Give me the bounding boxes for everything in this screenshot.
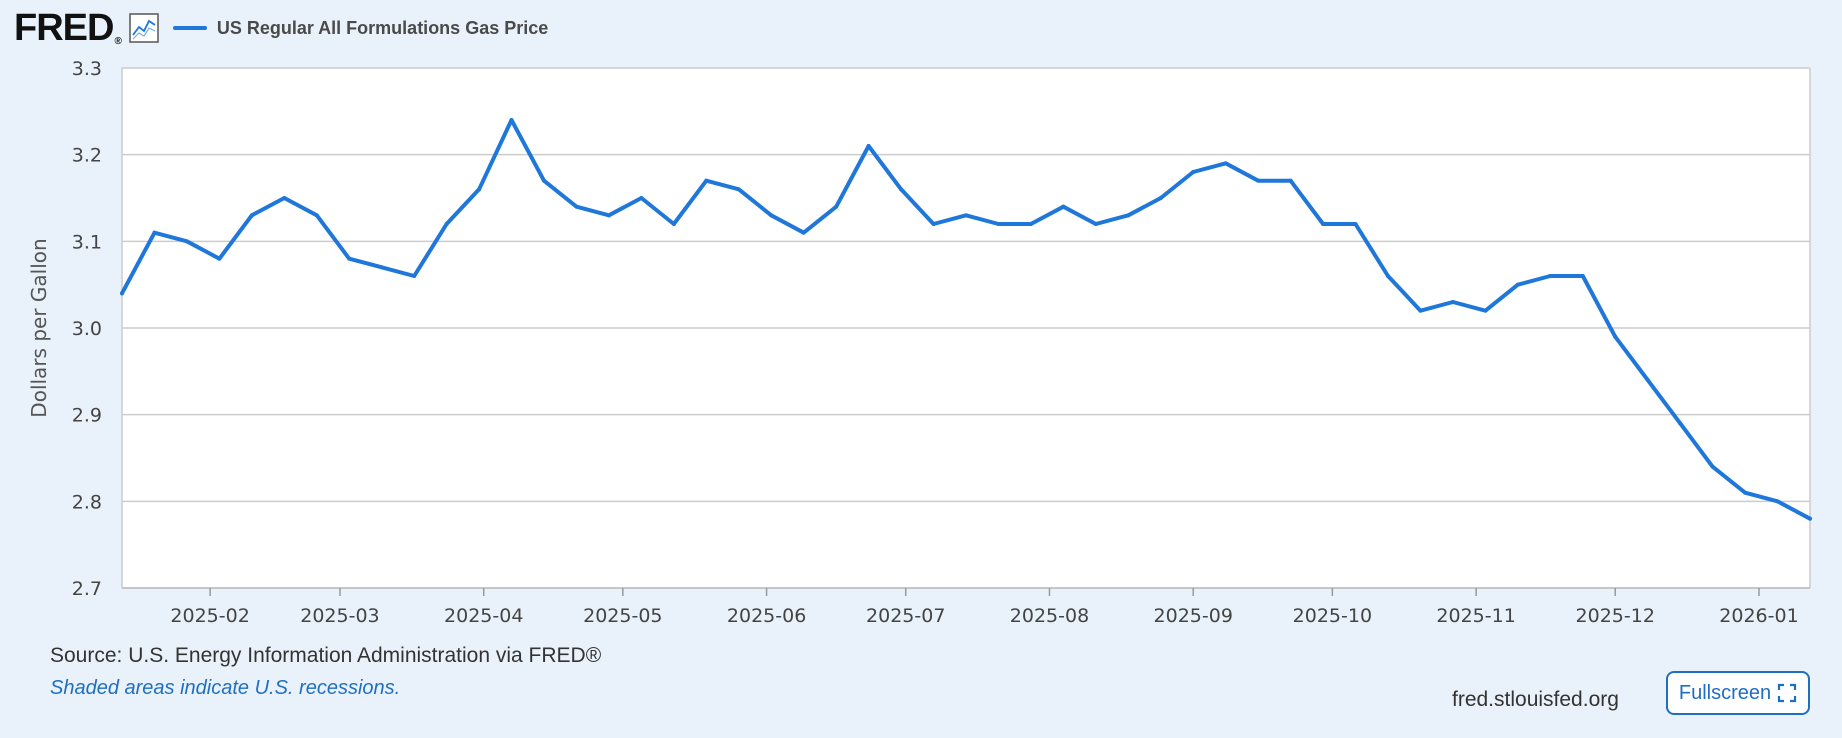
data-point[interactable] xyxy=(1288,178,1293,183)
data-point[interactable] xyxy=(444,222,449,226)
data-point[interactable] xyxy=(996,222,1001,226)
data-point[interactable] xyxy=(217,256,222,261)
x-tick-label: 2025-10 xyxy=(1293,605,1372,627)
data-point[interactable] xyxy=(1580,274,1585,278)
data-point[interactable] xyxy=(1256,178,1261,183)
data-point[interactable] xyxy=(736,187,741,192)
data-point[interactable] xyxy=(1061,204,1066,209)
data-point[interactable] xyxy=(866,144,871,148)
y-tick-label: 3.1 xyxy=(72,231,102,253)
data-point[interactable] xyxy=(1386,274,1390,278)
line-graph-icon[interactable] xyxy=(129,13,159,43)
fullscreen-label: Fullscreen xyxy=(1678,681,1772,704)
data-point[interactable] xyxy=(1223,161,1228,166)
chart-legend: US Regular All Formulations Gas Price xyxy=(172,17,549,39)
data-point[interactable] xyxy=(1353,222,1358,226)
data-point[interactable] xyxy=(1483,308,1488,313)
data-point[interactable] xyxy=(509,118,514,122)
legend-line-swatch xyxy=(172,26,207,30)
y-tick-label: 3.2 xyxy=(72,145,102,167)
data-point[interactable] xyxy=(606,213,611,218)
x-tick-label: 2026-01 xyxy=(1719,605,1798,627)
data-point[interactable] xyxy=(704,178,709,183)
data-point[interactable] xyxy=(639,196,644,200)
data-point[interactable] xyxy=(1743,490,1748,495)
data-point[interactable] xyxy=(1093,222,1098,226)
x-tick-label: 2025-06 xyxy=(727,605,806,627)
data-point[interactable] xyxy=(1548,274,1553,278)
expand-icon xyxy=(1778,683,1797,703)
data-point[interactable] xyxy=(1321,222,1326,226)
data-point[interactable] xyxy=(249,213,254,218)
x-tick-label: 2025-02 xyxy=(170,605,249,627)
x-tick-label: 2025-03 xyxy=(300,605,379,627)
data-point[interactable] xyxy=(931,222,936,226)
chart-header: FRED® US Regular All Formulations Gas Pr… xyxy=(14,8,548,48)
data-point[interactable] xyxy=(314,213,319,218)
data-point[interactable] xyxy=(152,230,157,235)
data-point[interactable] xyxy=(282,196,287,200)
legend-label: US Regular All Formulations Gas Price xyxy=(216,17,549,38)
data-point[interactable] xyxy=(1678,421,1683,426)
y-tick-label: 2.8 xyxy=(72,491,102,513)
data-point[interactable] xyxy=(899,187,904,192)
fullscreen-button[interactable]: Fullscreen xyxy=(1666,671,1810,715)
y-tick-label: 2.7 xyxy=(72,578,102,600)
data-point[interactable] xyxy=(1126,213,1131,218)
y-axis-label: Dollars per Gallon xyxy=(27,238,51,417)
data-point[interactable] xyxy=(834,204,839,209)
x-tick-label: 2025-05 xyxy=(583,605,662,627)
data-point[interactable] xyxy=(412,274,417,278)
data-point[interactable] xyxy=(801,230,806,235)
data-point[interactable] xyxy=(1158,196,1163,200)
site-url[interactable]: fred.stlouisfed.org xyxy=(1452,688,1619,711)
data-point[interactable] xyxy=(542,178,546,183)
data-point[interactable] xyxy=(964,213,968,218)
data-point[interactable] xyxy=(120,291,124,296)
x-tick-label: 2025-07 xyxy=(866,605,945,627)
y-tick-label: 2.9 xyxy=(72,405,102,427)
data-point[interactable] xyxy=(184,239,189,244)
source-text: Source: U.S. Energy Information Administ… xyxy=(50,644,602,667)
x-tick-label: 2025-08 xyxy=(1010,605,1089,627)
y-tick-label: 3.3 xyxy=(72,58,102,80)
recession-note: Shaded areas indicate U.S. recessions. xyxy=(50,677,401,699)
fred-logo[interactable]: FRED® xyxy=(14,7,122,49)
data-point[interactable] xyxy=(1418,308,1423,313)
data-point[interactable] xyxy=(1710,464,1715,469)
data-point[interactable] xyxy=(1028,222,1033,226)
x-tick-label: 2025-12 xyxy=(1576,605,1655,627)
data-point[interactable] xyxy=(1515,282,1520,287)
data-point[interactable] xyxy=(574,204,579,209)
data-point[interactable] xyxy=(477,187,482,192)
x-tick-label: 2025-11 xyxy=(1436,605,1515,627)
data-point[interactable] xyxy=(1775,499,1780,504)
data-point[interactable] xyxy=(1191,170,1196,174)
data-point[interactable] xyxy=(769,213,774,218)
x-tick-label: 2025-09 xyxy=(1154,605,1233,627)
data-point[interactable] xyxy=(671,222,676,226)
data-point[interactable] xyxy=(347,256,352,261)
data-point[interactable] xyxy=(1808,516,1812,521)
data-point[interactable] xyxy=(1613,334,1618,339)
y-tick-label: 3.0 xyxy=(72,318,102,340)
data-point[interactable] xyxy=(1645,378,1650,382)
x-tick-label: 2025-04 xyxy=(444,605,523,627)
data-point[interactable] xyxy=(379,265,384,270)
data-point[interactable] xyxy=(1450,300,1455,304)
line-chart: 2.7 2.8 2.9 3.0 3.1 3.2 3.3 2025-02 2025-03 2025… xyxy=(27,58,1812,627)
